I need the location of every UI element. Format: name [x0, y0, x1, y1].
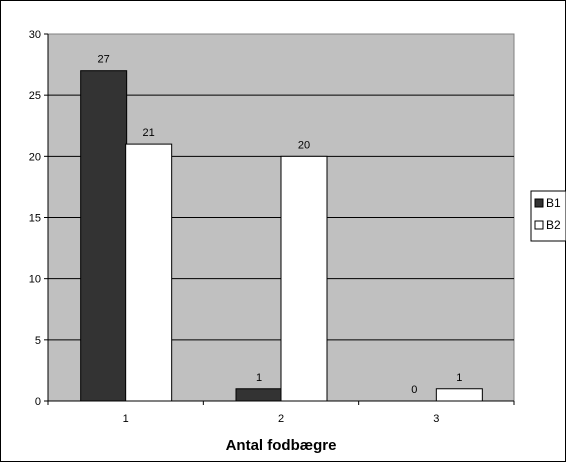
- axes: [44, 33, 515, 405]
- data-label-b2-1: 21: [143, 127, 155, 139]
- bar-b1-2: [235, 388, 283, 402]
- bar-b1-1: [80, 70, 128, 402]
- x-tick-label: 3: [433, 413, 439, 425]
- data-label-b2-3: 1: [456, 372, 462, 384]
- y-tick-labels: 0 5 10 15 20 25 30: [29, 29, 41, 408]
- bar-b2-3: [435, 388, 483, 402]
- x-axis-title: Antal fodbægre: [226, 437, 337, 454]
- y-tick-label: 30: [29, 29, 41, 41]
- legend: B1 B2: [530, 190, 566, 242]
- bar-b2-2: [280, 155, 328, 402]
- bars: [80, 70, 483, 402]
- x-tick-label: 2: [278, 413, 284, 425]
- legend-label-b2: B2: [546, 218, 561, 232]
- data-label-b2-2: 20: [298, 139, 310, 151]
- legend-swatch-b2: [534, 220, 544, 230]
- y-tick-label: 20: [29, 151, 41, 163]
- data-label-b1-1: 27: [98, 54, 110, 66]
- data-label-b1-3: 0: [411, 384, 417, 396]
- legend-swatch-b1: [534, 198, 544, 208]
- y-tick-label: 25: [29, 90, 41, 102]
- x-tick-labels: 1 2 3: [123, 413, 440, 425]
- x-tick-label: 1: [123, 413, 129, 425]
- y-tick-label: 10: [29, 274, 41, 286]
- y-tick-label: 15: [29, 213, 41, 225]
- y-tick-label: 0: [35, 396, 41, 408]
- data-labels: 27 21 1 20 0 1: [98, 54, 463, 396]
- bar-b2-1: [125, 143, 173, 402]
- legend-label-b1: B1: [546, 196, 561, 210]
- data-label-b1-2: 1: [256, 372, 262, 384]
- y-tick-label: 5: [35, 335, 41, 347]
